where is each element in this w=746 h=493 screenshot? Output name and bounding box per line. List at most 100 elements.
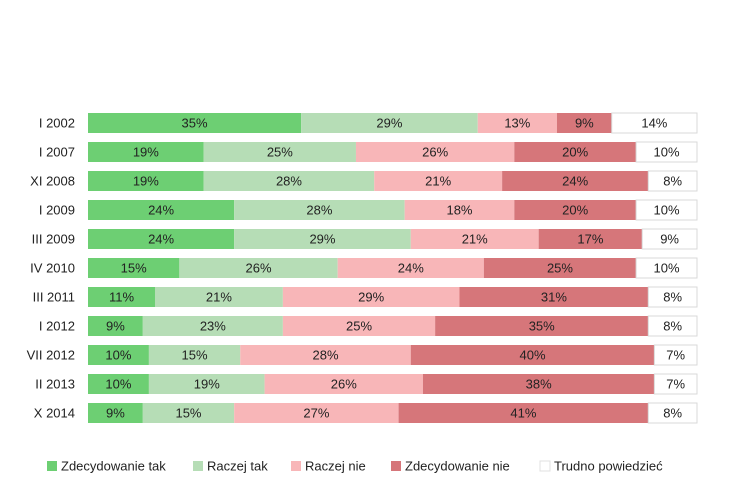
bar-segment-x-2014-s2 bbox=[234, 403, 399, 423]
data-label-iii-2011-s4: 8% bbox=[663, 290, 682, 305]
data-label-xi-2008-s4: 8% bbox=[663, 174, 682, 189]
bar-segment-xi-2008-s1 bbox=[203, 171, 375, 191]
bar-segment-i-2007-s0 bbox=[88, 142, 204, 162]
legend-swatch-s1 bbox=[193, 461, 203, 471]
bar-segment-xi-2008-s4 bbox=[647, 170, 698, 192]
category-label-i-2007: I 2007 bbox=[39, 145, 75, 160]
legend-swatch-s0 bbox=[47, 461, 57, 471]
bar-segment-iii-2011-s3 bbox=[459, 287, 649, 307]
data-label-i-2002-s1: 29% bbox=[376, 116, 402, 131]
data-label-iii-2009-s4: 9% bbox=[660, 232, 679, 247]
bar-segment-ii-2013-s0 bbox=[88, 374, 149, 394]
data-label-iii-2011-s3: 31% bbox=[541, 290, 567, 305]
data-label-i-2012-s4: 8% bbox=[663, 319, 682, 334]
bar-segment-iv-2010-s3 bbox=[483, 258, 637, 278]
data-label-iii-2009-s3: 17% bbox=[577, 232, 603, 247]
legend-label-s0: Zdecydowanie tak bbox=[61, 459, 166, 474]
legend-label-s2: Raczej nie bbox=[305, 459, 366, 474]
data-label-i-2002-s2: 13% bbox=[504, 116, 530, 131]
data-label-i-2009-s3: 20% bbox=[562, 203, 588, 218]
data-label-iii-2009-s2: 21% bbox=[462, 232, 488, 247]
bar-segment-i-2002-s1 bbox=[301, 113, 478, 133]
bar-segment-iii-2009-s4 bbox=[641, 228, 698, 250]
data-label-iv-2010-s0: 15% bbox=[121, 261, 147, 276]
bar-segment-iii-2011-s1 bbox=[154, 287, 283, 307]
legend-swatch-s3 bbox=[391, 461, 401, 471]
bar-segment-i-2012-s0 bbox=[88, 316, 143, 336]
bar-segment-xi-2008-s2 bbox=[374, 171, 503, 191]
data-label-xi-2008-s1: 28% bbox=[276, 174, 302, 189]
category-label-iv-2010: IV 2010 bbox=[30, 261, 75, 276]
bar-segment-i-2009-s1 bbox=[234, 200, 405, 220]
bar-segment-x-2014-s0 bbox=[88, 403, 143, 423]
category-label-xi-2008: XI 2008 bbox=[30, 174, 75, 189]
bar-segment-ii-2013-s4 bbox=[653, 373, 698, 395]
category-label-ii-2013: II 2013 bbox=[35, 377, 75, 392]
data-label-i-2012-s3: 35% bbox=[529, 319, 555, 334]
bar-segment-i-2002-s0 bbox=[88, 113, 302, 133]
category-label-vii-2012: VII 2012 bbox=[27, 348, 75, 363]
data-label-i-2002-s3: 9% bbox=[575, 116, 594, 131]
bar-segment-iii-2009-s1 bbox=[234, 229, 411, 249]
data-label-ii-2013-s4: 7% bbox=[666, 377, 685, 392]
bar-segment-iii-2009-s2 bbox=[410, 229, 539, 249]
data-label-iv-2010-s3: 25% bbox=[547, 261, 573, 276]
category-label-iii-2011: III 2011 bbox=[33, 290, 75, 305]
bar-segment-iii-2009-s0 bbox=[88, 229, 235, 249]
data-label-xi-2008-s2: 21% bbox=[425, 174, 451, 189]
bar-segment-iv-2010-s4 bbox=[635, 257, 698, 279]
bar-segment-ii-2013-s1 bbox=[148, 374, 265, 394]
category-label-i-2009: I 2009 bbox=[39, 203, 75, 218]
data-label-x-2014-s2: 27% bbox=[303, 406, 329, 421]
data-label-x-2014-s1: 15% bbox=[175, 406, 201, 421]
data-label-i-2002-s4: 14% bbox=[641, 116, 667, 131]
bar-segment-i-2007-s1 bbox=[203, 142, 356, 162]
bar-segment-i-2002-s3 bbox=[556, 113, 612, 133]
data-label-xi-2008-s3: 24% bbox=[562, 174, 588, 189]
legend-label-s3: Zdecydowanie nie bbox=[405, 459, 510, 474]
bar-segment-i-2012-s1 bbox=[142, 316, 283, 336]
data-label-vii-2012-s1: 15% bbox=[182, 348, 208, 363]
bar-segment-i-2007-s3 bbox=[514, 142, 637, 162]
bar-segment-i-2009-s3 bbox=[514, 200, 637, 220]
data-label-iii-2011-s1: 21% bbox=[206, 290, 232, 305]
data-label-i-2012-s1: 23% bbox=[200, 319, 226, 334]
data-label-vii-2012-s3: 40% bbox=[520, 348, 546, 363]
bar-segment-i-2007-s2 bbox=[355, 142, 515, 162]
category-label-i-2012: I 2012 bbox=[39, 319, 75, 334]
data-label-iii-2011-s0: 11% bbox=[109, 290, 134, 305]
bar-segment-i-2012-s2 bbox=[282, 316, 436, 336]
data-label-i-2002-s0: 35% bbox=[182, 116, 208, 131]
bar-segment-i-2002-s2 bbox=[477, 113, 557, 133]
data-label-ii-2013-s0: 10% bbox=[105, 377, 131, 392]
data-label-i-2012-s2: 25% bbox=[346, 319, 372, 334]
category-label-iii-2009: III 2009 bbox=[32, 232, 75, 247]
data-label-ii-2013-s1: 19% bbox=[194, 377, 220, 392]
data-label-i-2009-s1: 28% bbox=[306, 203, 332, 218]
data-label-vii-2012-s0: 10% bbox=[105, 348, 131, 363]
data-label-i-2007-s0: 19% bbox=[133, 145, 159, 160]
bar-segment-i-2012-s3 bbox=[435, 316, 649, 336]
bar-segment-ii-2013-s2 bbox=[264, 374, 423, 394]
bar-segment-iii-2011-s0 bbox=[88, 287, 155, 307]
data-label-iii-2009-s0: 24% bbox=[148, 232, 174, 247]
legend-swatch-s4 bbox=[539, 460, 551, 472]
bar-segment-iv-2010-s1 bbox=[179, 258, 338, 278]
bar-segment-x-2014-s3 bbox=[398, 403, 649, 423]
data-label-iv-2010-s2: 24% bbox=[398, 261, 424, 276]
category-label-i-2002: I 2002 bbox=[39, 116, 75, 131]
bar-segment-i-2009-s4 bbox=[635, 199, 698, 221]
category-label-x-2014: X 2014 bbox=[34, 406, 75, 421]
bar-segment-iii-2011-s2 bbox=[282, 287, 460, 307]
data-label-iv-2010-s4: 10% bbox=[654, 261, 680, 276]
data-label-vii-2012-s4: 7% bbox=[666, 348, 685, 363]
data-label-xi-2008-s0: 19% bbox=[133, 174, 159, 189]
bar-segment-vii-2012-s1 bbox=[148, 345, 241, 365]
bar-segment-vii-2012-s3 bbox=[410, 345, 655, 365]
legend-label-s1: Raczej tak bbox=[207, 459, 268, 474]
bar-segment-vii-2012-s4 bbox=[653, 344, 698, 366]
data-label-x-2014-s0: 9% bbox=[106, 406, 125, 421]
bar-segment-vii-2012-s2 bbox=[240, 345, 411, 365]
data-label-iv-2010-s1: 26% bbox=[246, 261, 272, 276]
